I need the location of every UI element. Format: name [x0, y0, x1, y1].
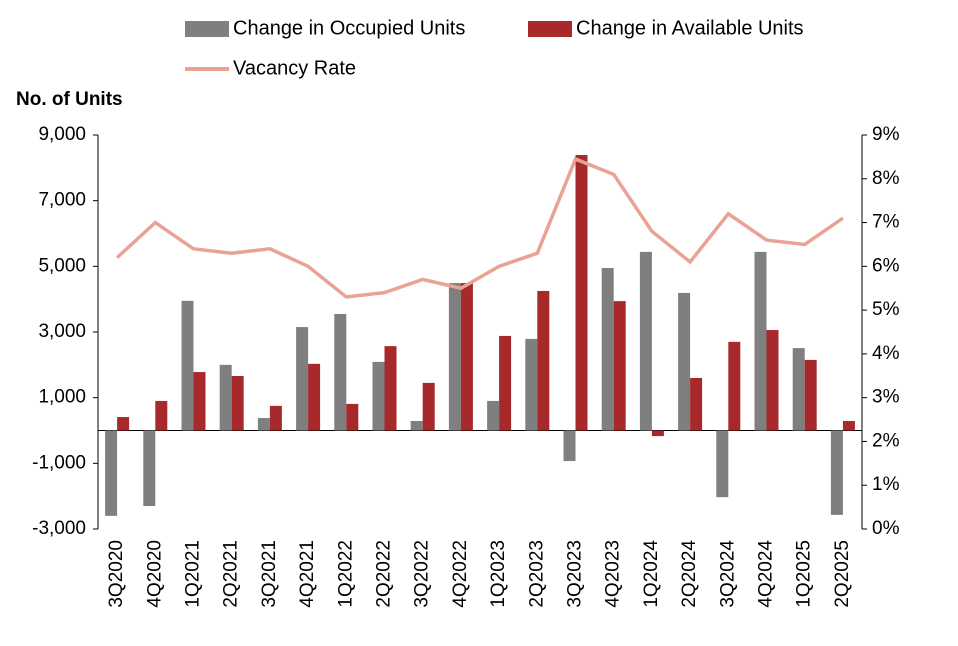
y2-tick-label: 1% [872, 474, 900, 495]
x-tick-label: 1Q2021 [183, 540, 204, 608]
y-tick-label: 3,000 [38, 321, 86, 342]
bar [117, 417, 130, 431]
x-tick-label: 4Q2024 [756, 540, 777, 608]
y2-tick-label: 4% [872, 343, 900, 364]
bar [601, 267, 614, 431]
bar [105, 430, 118, 516]
y2-tick-label: 6% [872, 255, 900, 276]
bar [804, 359, 817, 431]
bar [219, 364, 232, 431]
bar [525, 338, 538, 431]
bar [384, 346, 397, 431]
y-tick-label: -1,000 [32, 452, 86, 473]
bar [575, 155, 588, 431]
bar [460, 283, 473, 431]
x-tick-label: 2Q2024 [679, 540, 700, 608]
y2-tick-label: 3% [872, 387, 900, 408]
x-tick-label: 1Q2023 [488, 540, 509, 608]
bar [448, 283, 461, 431]
x-tick-label: 4Q2023 [603, 540, 624, 608]
x-tick-label: 1Q2025 [794, 540, 815, 608]
legend-label: Vacancy Rate [233, 57, 356, 79]
bar [842, 420, 855, 431]
bar [830, 430, 843, 515]
y-tick-label: 1,000 [38, 387, 86, 408]
bar [613, 301, 626, 431]
bar [143, 430, 156, 507]
y2-tick-label: 8% [872, 168, 900, 189]
bar [155, 400, 168, 431]
x-tick-label: 2Q2022 [374, 540, 395, 608]
legend-label: Change in Available Units [576, 17, 804, 39]
bar [257, 418, 270, 431]
bar [754, 251, 767, 431]
y2-tick-label: 5% [872, 299, 900, 320]
bar [537, 290, 550, 431]
bar [563, 430, 576, 462]
bar [716, 430, 729, 498]
x-tick-label: 2Q2023 [526, 540, 547, 608]
legend-swatch [528, 21, 572, 37]
x-tick-label: 3Q2021 [259, 540, 280, 608]
bar [792, 348, 805, 431]
bar [269, 405, 282, 431]
bar [193, 372, 206, 431]
y2-tick-label: 9% [872, 124, 900, 145]
x-tick-label: 3Q2022 [412, 540, 433, 608]
bar [334, 313, 347, 431]
bar [678, 292, 691, 431]
bar [410, 420, 423, 431]
bar [651, 430, 664, 437]
bar [372, 361, 385, 431]
y2-tick-label: 7% [872, 212, 900, 233]
y-tick-label: -3,000 [32, 518, 86, 539]
y-axis-label: No. of Units [16, 89, 123, 110]
line [115, 156, 844, 299]
x-tick-label: 1Q2022 [335, 540, 356, 608]
x-tick-label: 3Q2020 [106, 540, 127, 608]
bar [639, 251, 652, 431]
bar [690, 377, 703, 431]
y-tick-label: 9,000 [38, 124, 86, 145]
x-tick-label: 4Q2022 [450, 540, 471, 608]
x-tick-label: 4Q2021 [297, 540, 318, 608]
bar [231, 375, 244, 431]
bar [346, 403, 359, 431]
x-tick-label: 3Q2024 [717, 540, 738, 608]
bar [296, 327, 309, 431]
x-tick-label: 4Q2020 [144, 540, 165, 608]
x-tick-label: 2Q2021 [221, 540, 242, 608]
bar [766, 330, 779, 431]
bar [487, 400, 500, 431]
bar [728, 341, 741, 431]
x-tick-label: 2Q2025 [832, 540, 853, 608]
bar [308, 363, 321, 431]
y2-tick-label: 0% [872, 518, 900, 539]
y-tick-label: 5,000 [38, 255, 86, 276]
bar [181, 300, 194, 431]
y2-tick-label: 2% [872, 430, 900, 451]
legend-swatch [185, 21, 229, 37]
bar [499, 335, 512, 431]
legend-label: Change in Occupied Units [233, 17, 465, 39]
bar [422, 382, 435, 431]
y-tick-label: 7,000 [38, 190, 86, 211]
x-tick-label: 1Q2024 [641, 540, 662, 608]
x-tick-label: 3Q2023 [565, 540, 586, 608]
